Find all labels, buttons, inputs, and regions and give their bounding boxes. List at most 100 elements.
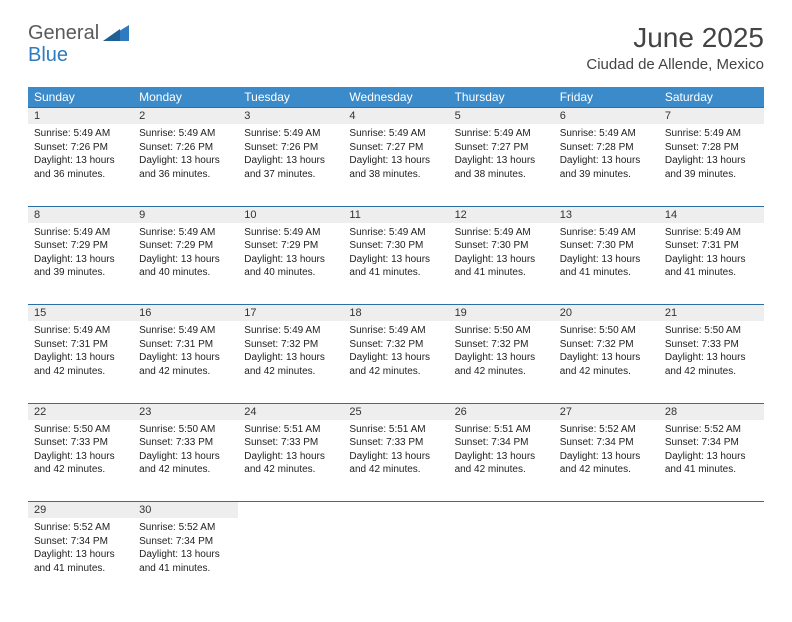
sunset-line: Sunset: 7:29 PM [34, 239, 127, 253]
day-number-cell: 14 [659, 206, 764, 223]
sunrise-line: Sunrise: 5:49 AM [34, 127, 127, 141]
day-details: Sunrise: 5:52 AMSunset: 7:34 PMDaylight:… [133, 518, 238, 581]
day-number-cell: 29 [28, 502, 133, 519]
day-number: 10 [238, 207, 343, 223]
day-cell [449, 518, 554, 600]
sunset-line: Sunset: 7:27 PM [455, 141, 548, 155]
day-cell: Sunrise: 5:49 AMSunset: 7:32 PMDaylight:… [238, 321, 343, 403]
day-number-cell: 3 [238, 108, 343, 125]
sunrise-line: Sunrise: 5:49 AM [665, 226, 758, 240]
day-number-cell: 13 [554, 206, 659, 223]
sunrise-line: Sunrise: 5:49 AM [349, 226, 442, 240]
day-cell [343, 518, 448, 600]
day-number: 15 [28, 305, 133, 321]
sunset-line: Sunset: 7:32 PM [349, 338, 442, 352]
logo-triangle-icon [103, 23, 129, 41]
daylight-line: Daylight: 13 hours and 42 minutes. [244, 351, 337, 378]
day-details: Sunrise: 5:49 AMSunset: 7:29 PMDaylight:… [238, 223, 343, 286]
sunset-line: Sunset: 7:30 PM [455, 239, 548, 253]
day-number-cell: 7 [659, 108, 764, 125]
day-number: 11 [343, 207, 448, 223]
day-details: Sunrise: 5:49 AMSunset: 7:31 PMDaylight:… [659, 223, 764, 286]
day-number: 16 [133, 305, 238, 321]
location: Ciudad de Allende, Mexico [586, 56, 764, 73]
day-cell: Sunrise: 5:50 AMSunset: 7:33 PMDaylight:… [133, 420, 238, 502]
day-details: Sunrise: 5:49 AMSunset: 7:28 PMDaylight:… [659, 124, 764, 187]
day-number: 14 [659, 207, 764, 223]
sunset-line: Sunset: 7:26 PM [244, 141, 337, 155]
day-cell: Sunrise: 5:49 AMSunset: 7:31 PMDaylight:… [659, 223, 764, 305]
weekday-header: Saturday [659, 87, 764, 108]
sunset-line: Sunset: 7:29 PM [244, 239, 337, 253]
sunset-line: Sunset: 7:26 PM [34, 141, 127, 155]
daylight-line: Daylight: 13 hours and 39 minutes. [34, 253, 127, 280]
daylight-line: Daylight: 13 hours and 38 minutes. [349, 154, 442, 181]
daylight-line: Daylight: 13 hours and 42 minutes. [139, 351, 232, 378]
sunrise-line: Sunrise: 5:49 AM [349, 127, 442, 141]
title-block: June 2025 Ciudad de Allende, Mexico [586, 22, 764, 73]
day-details: Sunrise: 5:49 AMSunset: 7:32 PMDaylight:… [343, 321, 448, 384]
day-details: Sunrise: 5:51 AMSunset: 7:34 PMDaylight:… [449, 420, 554, 483]
day-number-cell: 28 [659, 403, 764, 420]
daylight-line: Daylight: 13 hours and 41 minutes. [665, 450, 758, 477]
day-cell: Sunrise: 5:49 AMSunset: 7:32 PMDaylight:… [343, 321, 448, 403]
day-cell: Sunrise: 5:49 AMSunset: 7:26 PMDaylight:… [238, 124, 343, 206]
daylight-line: Daylight: 13 hours and 41 minutes. [34, 548, 127, 575]
week-row: Sunrise: 5:50 AMSunset: 7:33 PMDaylight:… [28, 420, 764, 502]
day-cell: Sunrise: 5:49 AMSunset: 7:29 PMDaylight:… [133, 223, 238, 305]
day-details: Sunrise: 5:49 AMSunset: 7:26 PMDaylight:… [238, 124, 343, 187]
day-cell: Sunrise: 5:50 AMSunset: 7:33 PMDaylight:… [28, 420, 133, 502]
week-row: Sunrise: 5:49 AMSunset: 7:31 PMDaylight:… [28, 321, 764, 403]
calendar-table: Sunday Monday Tuesday Wednesday Thursday… [28, 87, 764, 600]
week-row: Sunrise: 5:49 AMSunset: 7:26 PMDaylight:… [28, 124, 764, 206]
sunrise-line: Sunrise: 5:52 AM [665, 423, 758, 437]
daylight-line: Daylight: 13 hours and 42 minutes. [455, 351, 548, 378]
weekday-header: Monday [133, 87, 238, 108]
day-number-cell: 25 [343, 403, 448, 420]
day-cell [554, 518, 659, 600]
day-details: Sunrise: 5:49 AMSunset: 7:30 PMDaylight:… [449, 223, 554, 286]
weekday-header: Thursday [449, 87, 554, 108]
day-cell: Sunrise: 5:50 AMSunset: 7:33 PMDaylight:… [659, 321, 764, 403]
day-number-cell: 11 [343, 206, 448, 223]
day-cell: Sunrise: 5:49 AMSunset: 7:26 PMDaylight:… [133, 124, 238, 206]
day-details: Sunrise: 5:49 AMSunset: 7:26 PMDaylight:… [133, 124, 238, 187]
day-cell: Sunrise: 5:50 AMSunset: 7:32 PMDaylight:… [554, 321, 659, 403]
sunrise-line: Sunrise: 5:49 AM [34, 324, 127, 338]
sunrise-line: Sunrise: 5:50 AM [34, 423, 127, 437]
sunrise-line: Sunrise: 5:49 AM [665, 127, 758, 141]
daylight-line: Daylight: 13 hours and 42 minutes. [34, 450, 127, 477]
sunset-line: Sunset: 7:33 PM [139, 436, 232, 450]
day-cell: Sunrise: 5:49 AMSunset: 7:28 PMDaylight:… [554, 124, 659, 206]
day-details: Sunrise: 5:52 AMSunset: 7:34 PMDaylight:… [554, 420, 659, 483]
weekday-header-row: Sunday Monday Tuesday Wednesday Thursday… [28, 87, 764, 108]
sunrise-line: Sunrise: 5:51 AM [455, 423, 548, 437]
day-number-cell: 30 [133, 502, 238, 519]
daylight-line: Daylight: 13 hours and 41 minutes. [349, 253, 442, 280]
day-number: 21 [659, 305, 764, 321]
day-number: 17 [238, 305, 343, 321]
day-number-cell: 16 [133, 305, 238, 322]
day-number: 13 [554, 207, 659, 223]
daylight-line: Daylight: 13 hours and 41 minutes. [665, 253, 758, 280]
day-details: Sunrise: 5:50 AMSunset: 7:33 PMDaylight:… [133, 420, 238, 483]
sunset-line: Sunset: 7:26 PM [139, 141, 232, 155]
weekday-header: Friday [554, 87, 659, 108]
day-cell: Sunrise: 5:51 AMSunset: 7:33 PMDaylight:… [343, 420, 448, 502]
sunrise-line: Sunrise: 5:50 AM [560, 324, 653, 338]
day-number: 30 [133, 502, 238, 518]
sunset-line: Sunset: 7:32 PM [455, 338, 548, 352]
sunrise-line: Sunrise: 5:49 AM [244, 127, 337, 141]
daynum-row: 22232425262728 [28, 403, 764, 420]
day-cell: Sunrise: 5:49 AMSunset: 7:30 PMDaylight:… [343, 223, 448, 305]
day-details: Sunrise: 5:50 AMSunset: 7:32 PMDaylight:… [449, 321, 554, 384]
sunrise-line: Sunrise: 5:49 AM [560, 127, 653, 141]
day-cell: Sunrise: 5:49 AMSunset: 7:29 PMDaylight:… [238, 223, 343, 305]
day-cell: Sunrise: 5:49 AMSunset: 7:29 PMDaylight:… [28, 223, 133, 305]
day-cell: Sunrise: 5:49 AMSunset: 7:31 PMDaylight:… [133, 321, 238, 403]
sunset-line: Sunset: 7:33 PM [34, 436, 127, 450]
daylight-line: Daylight: 13 hours and 42 minutes. [139, 450, 232, 477]
day-number-cell: 15 [28, 305, 133, 322]
day-cell: Sunrise: 5:52 AMSunset: 7:34 PMDaylight:… [659, 420, 764, 502]
day-number: 19 [449, 305, 554, 321]
